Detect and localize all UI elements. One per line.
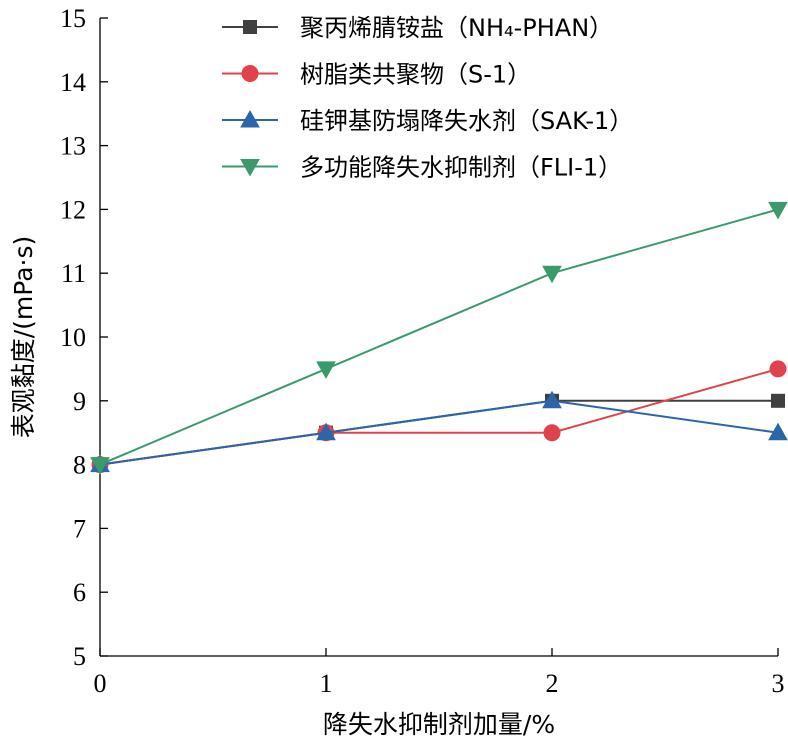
x-tick-label: 3 bbox=[772, 669, 785, 698]
x-tick-label: 1 bbox=[320, 669, 333, 698]
y-tick-label: 6 bbox=[73, 578, 86, 607]
data-point bbox=[316, 361, 336, 379]
data-point bbox=[769, 360, 787, 378]
legend-item: 树脂类共聚物（S-1） bbox=[222, 61, 531, 89]
y-tick-label: 10 bbox=[60, 323, 86, 352]
legend-label: 硅钾基防塌降失水剂（SAK-1） bbox=[300, 107, 633, 135]
y-tick-label: 15 bbox=[60, 4, 86, 33]
data-point bbox=[542, 265, 562, 284]
data-point bbox=[768, 422, 788, 441]
legend: 聚丙烯腈铵盐（NH₄-PHAN） 树脂类共聚物（S-1） 硅钾基防塌降失水剂（SAK… bbox=[222, 14, 633, 182]
y-tick-label: 9 bbox=[73, 387, 86, 416]
y-tick-label: 7 bbox=[73, 514, 86, 543]
legend-label: 多功能降失水抑制剂（FLI-1） bbox=[300, 154, 622, 182]
data-point bbox=[542, 390, 562, 409]
legend-label: 树脂类共聚物（S-1） bbox=[300, 61, 531, 89]
data-point bbox=[768, 201, 788, 220]
legend-marker bbox=[243, 20, 257, 34]
legend-item: 硅钾基防塌降失水剂（SAK-1） bbox=[222, 107, 633, 135]
series-layer bbox=[90, 201, 788, 475]
x-axis-title: 降失水抑制剂加量/% bbox=[323, 710, 555, 739]
y-ticks: 5 6 7 8 9 10 11 12 13 14 15 bbox=[60, 4, 108, 671]
y-axis-title: 表观黏度/(mPa·s) bbox=[9, 236, 38, 439]
series-4 bbox=[90, 201, 788, 475]
data-point bbox=[543, 424, 561, 442]
data-point bbox=[316, 422, 336, 441]
y-tick-label: 13 bbox=[60, 132, 86, 161]
y-tick-label: 12 bbox=[60, 195, 86, 224]
x-ticks: 0 1 2 3 bbox=[94, 648, 785, 698]
y-tick-label: 11 bbox=[61, 259, 86, 288]
legend-marker bbox=[241, 65, 259, 82]
y-tick-label: 14 bbox=[60, 68, 86, 97]
legend-item: 聚丙烯腈铵盐（NH₄-PHAN） bbox=[222, 14, 613, 42]
legend-marker bbox=[240, 159, 260, 177]
data-point bbox=[90, 457, 110, 475]
x-tick-label: 2 bbox=[546, 669, 559, 698]
legend-label: 聚丙烯腈铵盐（NH₄-PHAN） bbox=[300, 14, 613, 42]
series-3 bbox=[90, 390, 788, 473]
data-point bbox=[771, 393, 785, 408]
legend-marker bbox=[240, 109, 260, 128]
series-line bbox=[99, 399, 779, 466]
x-tick-label: 0 bbox=[94, 669, 107, 698]
y-tick-label: 8 bbox=[73, 451, 86, 480]
legend-item: 多功能降失水抑制剂（FLI-1） bbox=[222, 154, 622, 182]
series-line bbox=[99, 208, 779, 466]
y-tick-label: 5 bbox=[73, 642, 86, 671]
